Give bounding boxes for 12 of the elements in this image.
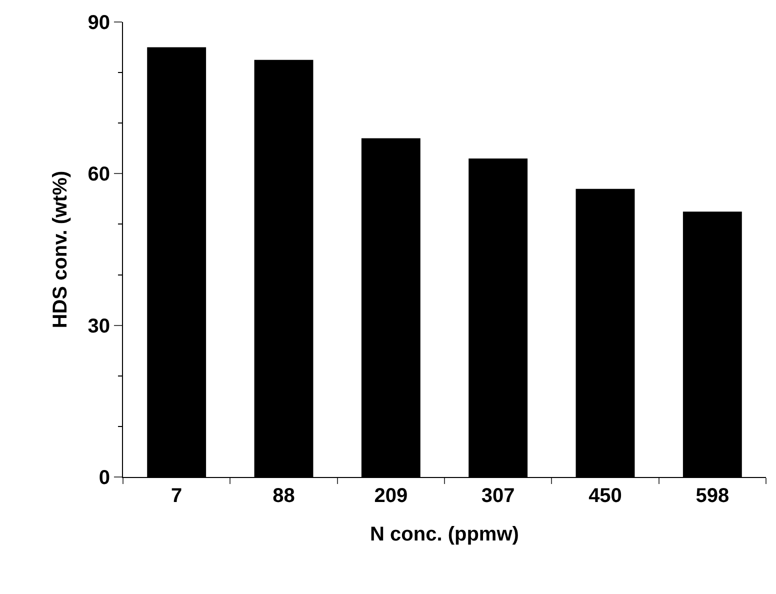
y-axis-title: HDS conv. (wt%) [49,170,72,328]
x-tick-label: 450 [588,485,622,507]
x-tick-label: 307 [481,485,515,507]
y-tick-label: 30 [88,315,110,338]
x-tick-label: 209 [374,485,408,507]
y-tick-label: 90 [88,12,110,34]
x-axis-title: N conc. (ppmw) [370,524,519,546]
x-tick-label: 88 [272,485,295,507]
x-tick-label: 7 [171,485,182,507]
y-tick-label: 60 [88,164,110,186]
x-tick-label: 598 [696,485,730,507]
y-tick-label: 0 [98,467,110,489]
